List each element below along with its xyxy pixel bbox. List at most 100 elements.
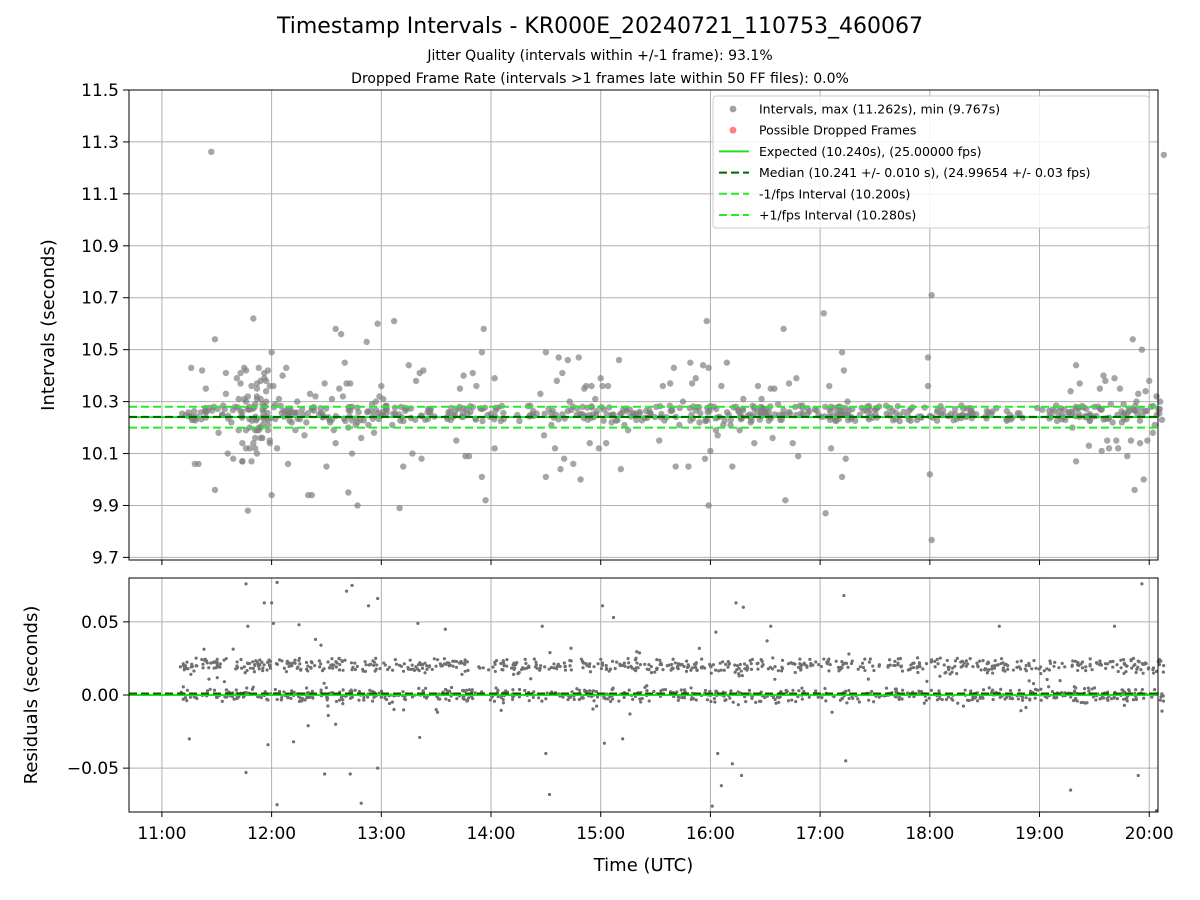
residual-point (424, 686, 428, 690)
interval-point (1136, 417, 1144, 424)
residual-point (494, 686, 498, 690)
residual-point (955, 672, 959, 676)
interval-point (1049, 406, 1056, 413)
interval-point (372, 398, 380, 405)
residual-point (331, 666, 335, 670)
residual-point (975, 699, 980, 703)
interval-point (202, 385, 209, 392)
residual-point (599, 667, 604, 671)
interval-point (780, 325, 787, 333)
residual-point (694, 662, 698, 666)
residual-point (933, 659, 937, 663)
interval-point (224, 450, 231, 457)
interval-point (215, 429, 222, 436)
residual-point (181, 685, 185, 689)
interval-point (696, 419, 703, 426)
residual-point (262, 601, 266, 605)
residual-point (1122, 671, 1126, 675)
residual-point (540, 699, 544, 703)
residual-point (649, 665, 653, 669)
residual-point (251, 660, 255, 664)
residual-point (1116, 669, 1120, 674)
residual-point (847, 688, 851, 693)
residual-point (298, 662, 302, 666)
interval-point (195, 460, 202, 468)
residual-point (304, 667, 309, 671)
residual-point (627, 688, 631, 692)
interval-point (537, 390, 544, 398)
interval-point (1156, 398, 1164, 405)
residual-point (611, 615, 616, 620)
residual-point (617, 699, 621, 703)
residual-point (391, 668, 395, 672)
residual-point (877, 664, 881, 668)
residual-point (297, 656, 302, 660)
residual-point (334, 722, 338, 726)
intervals-tick-label-y: 11.5 (81, 81, 119, 101)
interval-point (1102, 377, 1109, 385)
residual-point (423, 661, 427, 665)
residual-point (1131, 698, 1136, 702)
residual-point (401, 669, 406, 673)
residual-point (718, 661, 722, 665)
interval-point (769, 434, 776, 442)
residual-point (337, 668, 342, 672)
residual-point (511, 697, 515, 702)
residual-point (440, 664, 444, 668)
interval-point (244, 393, 252, 400)
legend-box (712, 95, 1150, 229)
residual-point (847, 652, 851, 656)
residual-point (558, 664, 562, 669)
residual-point (443, 687, 448, 692)
residual-point (760, 659, 764, 663)
interval-point (402, 404, 409, 412)
residual-point (600, 663, 605, 667)
residual-point (825, 660, 829, 664)
residual-point (896, 661, 900, 665)
residual-point (473, 691, 477, 695)
residual-point (1073, 659, 1078, 664)
residual-point (323, 772, 327, 776)
residual-point (639, 700, 643, 704)
residual-point (449, 685, 454, 690)
residual-point (731, 700, 735, 704)
residual-point (372, 695, 376, 699)
residual-point (267, 663, 272, 667)
residual-point (595, 704, 599, 708)
interval-point (479, 417, 486, 425)
interval-point (379, 395, 387, 403)
residual-point (678, 662, 682, 667)
residual-point (329, 663, 333, 667)
interval-point (826, 408, 834, 416)
residual-point (552, 662, 556, 666)
interval-point (198, 367, 206, 374)
interval-point (424, 409, 431, 416)
residual-point (721, 660, 725, 664)
interval-point (418, 455, 425, 462)
residual-point (1147, 666, 1151, 670)
interval-point (705, 502, 712, 509)
residual-point (411, 667, 415, 671)
residual-point (481, 666, 485, 670)
residual-point (326, 704, 330, 708)
residual-point (828, 663, 832, 667)
residual-point (684, 669, 689, 673)
residual-point (438, 662, 442, 666)
residual-point (945, 658, 949, 663)
interval-point (412, 377, 420, 385)
residual-point (527, 665, 531, 669)
intervals-tick-label-y: 11.3 (81, 133, 119, 153)
interval-point (659, 382, 667, 390)
interval-point (679, 398, 687, 405)
residual-point (981, 658, 985, 663)
residual-point (638, 662, 643, 667)
residual-point (906, 668, 910, 672)
interval-point (553, 377, 561, 385)
x-axis-label: Time (UTC) (593, 855, 694, 876)
interval-point (273, 445, 281, 452)
residual-point (376, 596, 380, 601)
x-tick-label: 13:00 (357, 824, 406, 844)
residual-point (789, 661, 793, 665)
residual-point (499, 661, 503, 666)
residual-point (738, 662, 742, 667)
